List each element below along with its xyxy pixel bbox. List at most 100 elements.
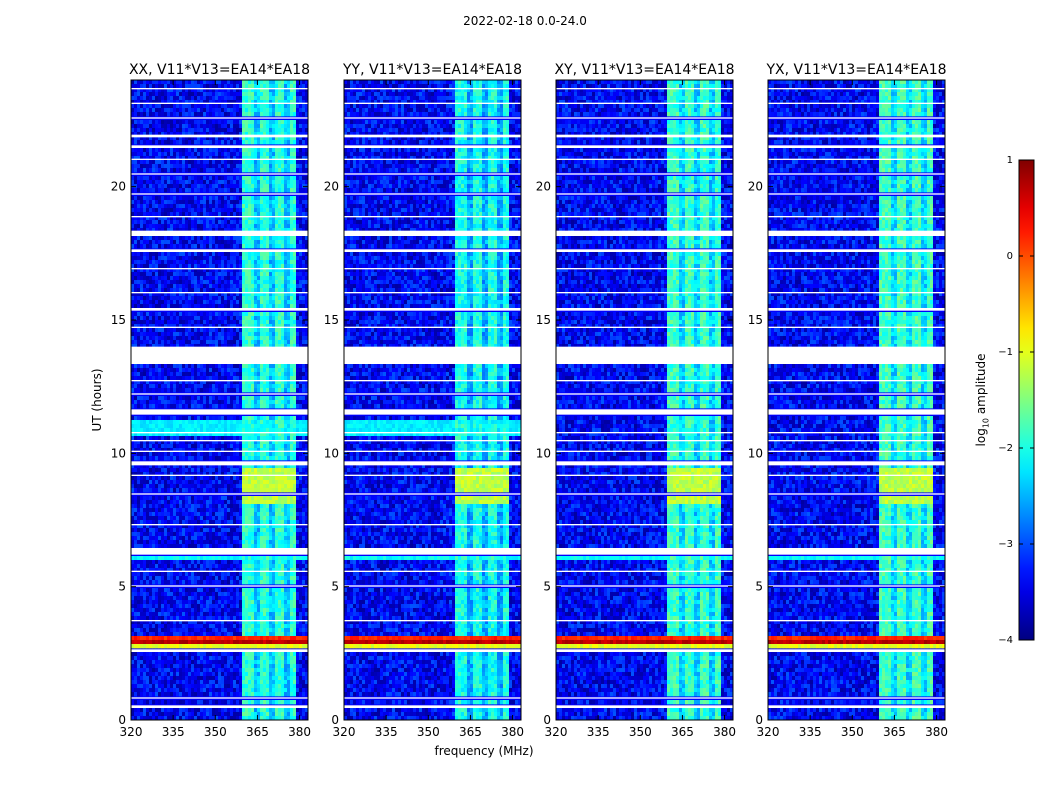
heatmap-cell <box>131 204 135 209</box>
heatmap-cell <box>278 176 282 181</box>
heatmap-cell <box>257 236 261 241</box>
heatmap-cell <box>302 464 306 469</box>
heatmap-cell <box>269 80 273 85</box>
heatmap-cell <box>203 204 207 209</box>
heatmap-cell <box>221 288 225 293</box>
heatmap-cell <box>245 276 249 281</box>
heatmap-cell <box>158 184 162 189</box>
heatmap-cell <box>242 104 246 109</box>
heatmap-cell <box>152 396 156 401</box>
heatmap-cell <box>239 384 243 389</box>
heatmap-cell <box>239 96 243 101</box>
heatmap-cell <box>269 148 273 153</box>
heatmap-cell <box>209 128 213 133</box>
heatmap-cell <box>179 200 183 205</box>
heatmap-cell <box>155 184 159 189</box>
heatmap-cell <box>293 240 297 245</box>
heatmap-cell <box>245 176 249 181</box>
heatmap-cell <box>263 464 267 469</box>
heatmap-cell <box>176 324 180 329</box>
heatmap-cell <box>275 100 279 105</box>
heatmap-cell <box>302 320 306 325</box>
heatmap-cell <box>215 304 219 309</box>
heatmap-cell <box>215 468 219 473</box>
heatmap-cell <box>257 132 261 137</box>
heatmap-cell <box>254 404 258 409</box>
heatmap-cell <box>290 268 294 273</box>
heatmap-cell <box>245 400 249 405</box>
heatmap-cell <box>179 316 183 321</box>
heatmap-cell <box>173 476 177 481</box>
heatmap-cell <box>176 476 180 481</box>
heatmap-cell <box>257 364 261 369</box>
heatmap-cell <box>182 212 186 217</box>
heatmap-cell <box>188 288 192 293</box>
heatmap-cell <box>164 316 168 321</box>
heatmap-cell <box>188 464 192 469</box>
heatmap-cell <box>260 300 264 305</box>
heatmap-cell <box>281 96 285 101</box>
heatmap-cell <box>242 228 246 233</box>
heatmap-cell <box>149 140 153 145</box>
heatmap-cell <box>137 236 141 241</box>
heatmap-cell <box>290 160 294 165</box>
heatmap-cell <box>155 304 159 309</box>
heatmap-cell <box>290 252 294 257</box>
heatmap-cell <box>137 380 141 385</box>
heatmap-cell <box>293 300 297 305</box>
heatmap-cell <box>161 420 165 425</box>
heatmap-cell <box>200 436 204 441</box>
heatmap-cell <box>212 388 216 393</box>
heatmap-cell <box>185 376 189 381</box>
heatmap-cell <box>254 436 258 441</box>
heatmap-cell <box>305 84 308 89</box>
heatmap-cell <box>275 212 279 217</box>
heatmap-cell <box>263 380 267 385</box>
heatmap-cell <box>290 400 294 405</box>
heatmap-cell <box>299 124 303 129</box>
heatmap-cell <box>299 456 303 461</box>
heatmap-cell <box>263 260 267 265</box>
heatmap-cell <box>152 432 156 437</box>
heatmap-cell <box>137 440 141 445</box>
heatmap-cell <box>206 444 210 449</box>
heatmap-cell <box>296 124 300 129</box>
heatmap-cell <box>155 424 159 429</box>
heatmap-cell <box>191 184 195 189</box>
heatmap-cell <box>182 376 186 381</box>
heatmap-cell <box>299 228 303 233</box>
heatmap-cell <box>287 284 291 289</box>
heatmap-cell <box>260 112 264 117</box>
heatmap-cell <box>179 264 183 269</box>
heatmap-cell <box>305 264 308 269</box>
heatmap-cell <box>284 148 288 153</box>
heatmap-cell <box>143 180 147 185</box>
heatmap-cell <box>143 436 147 441</box>
heatmap-cell <box>254 208 258 213</box>
heatmap-cell <box>146 148 150 153</box>
heatmap-cell <box>170 456 174 461</box>
heatmap-cell <box>269 92 273 97</box>
heatmap-cell <box>248 404 252 409</box>
heatmap-cell <box>260 424 264 429</box>
heatmap-cell <box>296 472 300 477</box>
heatmap-cell <box>152 88 156 93</box>
heatmap-cell <box>152 296 156 301</box>
heatmap-cell <box>287 240 291 245</box>
heatmap-cell <box>245 264 249 269</box>
heatmap-cell <box>176 152 180 157</box>
heatmap-cell <box>296 340 300 345</box>
heatmap-cell <box>179 256 183 261</box>
heatmap-cell <box>176 260 180 265</box>
heatmap-cell <box>257 368 261 373</box>
heatmap-cell <box>269 296 273 301</box>
heatmap-cell <box>236 340 240 345</box>
heatmap-cell <box>269 368 273 373</box>
heatmap-cell <box>191 80 195 85</box>
heatmap-cell <box>182 424 186 429</box>
heatmap-cell <box>233 180 237 185</box>
heatmap-cell <box>134 344 138 349</box>
heatmap-cell <box>257 156 261 161</box>
heatmap-cell <box>254 120 258 125</box>
heatmap-cell <box>287 200 291 205</box>
